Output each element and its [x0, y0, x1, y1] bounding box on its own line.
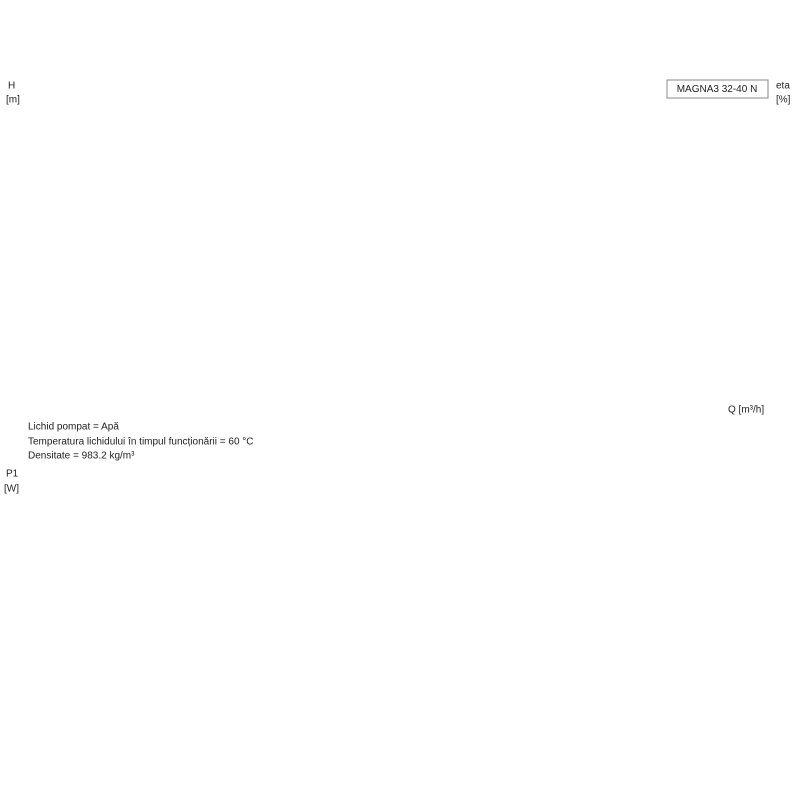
note: Densitate = 983.2 kg/m³ — [28, 451, 135, 462]
text-layer: H [m] eta [%] MAGNA3 32-40 N Q [m³/h] Li… — [4, 79, 791, 495]
note: Temperatura lichidului în timpul funcțio… — [28, 437, 254, 448]
note: Lichid pompat = Apă — [28, 422, 119, 433]
y-axis-unit: [m] — [6, 95, 20, 106]
y2-axis-unit: [%] — [776, 95, 791, 106]
y-axis-label: P1 — [6, 469, 19, 480]
y-axis-unit: [W] — [4, 484, 19, 495]
x-axis-label: Q [m³/h] — [728, 405, 764, 416]
chart-title: MAGNA3 32-40 N — [677, 84, 758, 95]
y-axis-label: H — [8, 81, 15, 92]
y2-axis-label: eta — [776, 81, 790, 92]
title-box — [666, 79, 769, 99]
